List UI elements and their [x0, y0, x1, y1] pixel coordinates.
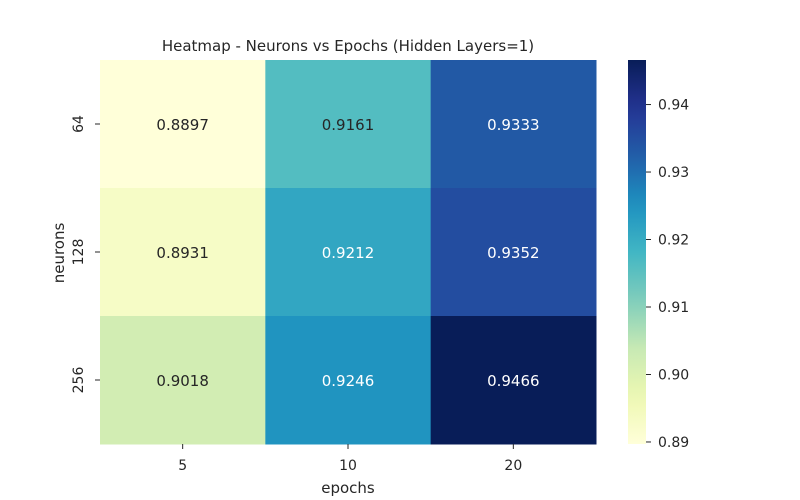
- y-tick-label: 128: [71, 239, 87, 266]
- x-axis-ticks: 5 10 20: [178, 444, 522, 474]
- cell-value-label: 0.9161: [322, 116, 375, 134]
- cell-value-label: 0.8897: [156, 116, 209, 134]
- colorbar-tick-label: 0.92: [658, 233, 689, 249]
- cell-value-label: 0.9246: [322, 372, 375, 390]
- heatmap-value-labels: 0.8897 0.9161 0.9333 0.8931 0.9212 0.9352 0.90…: [156, 116, 539, 390]
- colorbar: [628, 60, 646, 444]
- colorbar-tick-label: 0.91: [658, 300, 689, 316]
- colorbar-tick-label: 0.93: [658, 165, 689, 181]
- heatmap-cell: [430, 316, 597, 445]
- heatmap-cell: [265, 316, 432, 445]
- cell-value-label: 0.9018: [156, 372, 209, 390]
- colorbar-tick-label: 0.94: [658, 98, 689, 114]
- cell-value-label: 0.9212: [322, 244, 375, 262]
- colorbar-ticks: 0.89 0.90 0.91 0.92 0.93 0.94: [646, 98, 689, 451]
- colorbar-tick-label: 0.90: [658, 367, 689, 383]
- y-axis-label: neurons: [50, 223, 68, 284]
- x-tick-label: 5: [178, 458, 187, 474]
- cell-value-label: 0.9466: [487, 372, 540, 390]
- y-tick-label: 64: [71, 115, 87, 133]
- y-axis-ticks: 64 128 256: [71, 115, 100, 393]
- heatmap-cells: [100, 60, 597, 445]
- colorbar-tick-label: 0.89: [658, 435, 689, 451]
- cell-value-label: 0.9333: [487, 116, 540, 134]
- heatmap-cell: [100, 188, 266, 317]
- y-tick-label: 256: [71, 367, 87, 394]
- heatmap-cell: [265, 60, 432, 189]
- x-tick-label: 10: [339, 458, 357, 474]
- heatmap-cell: [265, 188, 432, 317]
- heatmap-cell: [430, 60, 597, 189]
- x-axis-label: epochs: [321, 479, 375, 497]
- cell-value-label: 0.9352: [487, 244, 540, 262]
- x-tick-label: 20: [504, 458, 522, 474]
- heatmap-cell: [100, 60, 266, 189]
- heatmap-cell: [430, 188, 597, 317]
- heatmap-cell: [100, 316, 266, 445]
- chart-title: Heatmap - Neurons vs Epochs (Hidden Laye…: [162, 37, 534, 55]
- cell-value-label: 0.8931: [156, 244, 209, 262]
